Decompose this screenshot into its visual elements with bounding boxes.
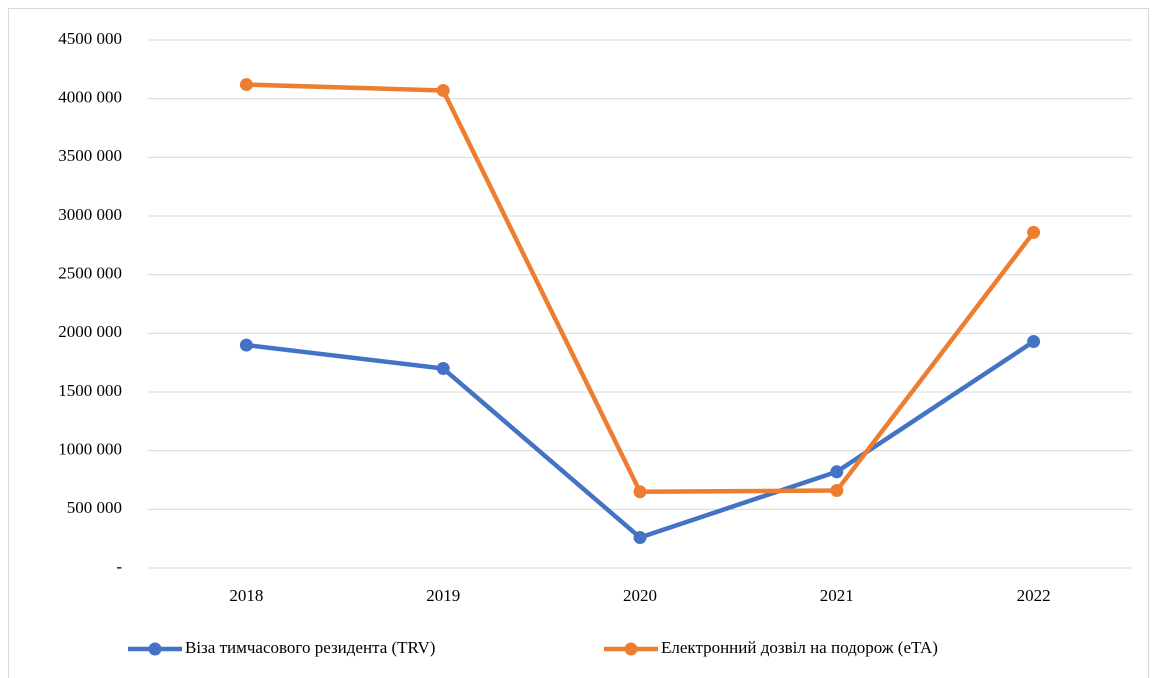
legend-marker [148, 642, 162, 656]
legend-label: Електронний дозвіл на подорож (eTA) [661, 638, 938, 657]
y-tick-label: 1500 000 [58, 381, 122, 400]
data-point [1027, 335, 1041, 349]
y-tick-label: 4000 000 [58, 88, 122, 107]
data-point [239, 78, 253, 92]
y-tick-label: 1000 000 [58, 440, 122, 459]
data-point [830, 484, 844, 498]
data-point [1027, 225, 1041, 239]
x-tick-label: 2020 [623, 586, 657, 605]
data-point [239, 338, 253, 352]
y-tick-label: 4500 000 [58, 29, 122, 48]
x-tick-label: 2022 [1017, 586, 1051, 605]
data-point [830, 465, 844, 479]
y-tick-label: 3000 000 [58, 205, 122, 224]
x-tick-label: 2018 [229, 586, 263, 605]
chart-frame [8, 8, 1149, 678]
x-tick-label: 2019 [426, 586, 460, 605]
data-point [633, 485, 647, 499]
data-point [436, 362, 450, 376]
y-tick-label: 500 000 [67, 498, 122, 517]
y-tick-label: - [116, 557, 122, 576]
x-tick-label: 2021 [820, 586, 854, 605]
y-tick-label: 2000 000 [58, 322, 122, 341]
y-tick-label: 3500 000 [58, 146, 122, 165]
legend-label: Віза тимчасового резидента (TRV) [185, 638, 435, 657]
data-point [436, 83, 450, 97]
y-tick-label: 2500 000 [58, 264, 122, 283]
data-point [633, 530, 647, 544]
legend-marker [624, 642, 638, 656]
